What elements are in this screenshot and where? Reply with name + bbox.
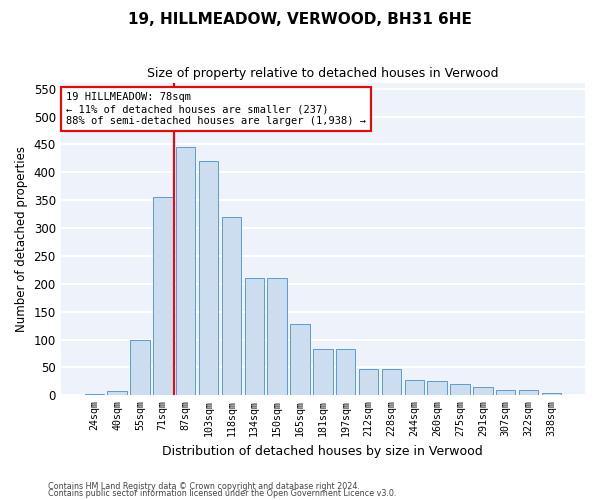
Bar bbox=[153, 198, 173, 396]
Text: Contains HM Land Registry data © Crown copyright and database right 2024.: Contains HM Land Registry data © Crown c… bbox=[48, 482, 360, 491]
Bar bbox=[473, 387, 493, 396]
Y-axis label: Number of detached properties: Number of detached properties bbox=[15, 146, 28, 332]
Bar bbox=[199, 161, 218, 396]
Bar bbox=[313, 349, 332, 396]
Bar bbox=[450, 384, 470, 396]
Bar bbox=[107, 391, 127, 396]
Bar bbox=[85, 394, 104, 396]
Bar bbox=[496, 390, 515, 396]
Bar bbox=[336, 349, 355, 396]
Title: Size of property relative to detached houses in Verwood: Size of property relative to detached ho… bbox=[147, 68, 499, 80]
Bar bbox=[268, 278, 287, 396]
Text: 19 HILLMEADOW: 78sqm
← 11% of detached houses are smaller (237)
88% of semi-deta: 19 HILLMEADOW: 78sqm ← 11% of detached h… bbox=[66, 92, 366, 126]
Bar bbox=[176, 147, 196, 396]
Bar bbox=[542, 393, 561, 396]
Bar bbox=[404, 380, 424, 396]
Bar bbox=[359, 368, 378, 396]
X-axis label: Distribution of detached houses by size in Verwood: Distribution of detached houses by size … bbox=[163, 444, 483, 458]
Bar bbox=[130, 340, 149, 396]
Bar bbox=[382, 368, 401, 396]
Bar bbox=[290, 324, 310, 396]
Bar bbox=[245, 278, 264, 396]
Bar bbox=[221, 217, 241, 396]
Text: Contains public sector information licensed under the Open Government Licence v3: Contains public sector information licen… bbox=[48, 489, 397, 498]
Bar bbox=[427, 382, 447, 396]
Text: 19, HILLMEADOW, VERWOOD, BH31 6HE: 19, HILLMEADOW, VERWOOD, BH31 6HE bbox=[128, 12, 472, 28]
Bar bbox=[519, 390, 538, 396]
